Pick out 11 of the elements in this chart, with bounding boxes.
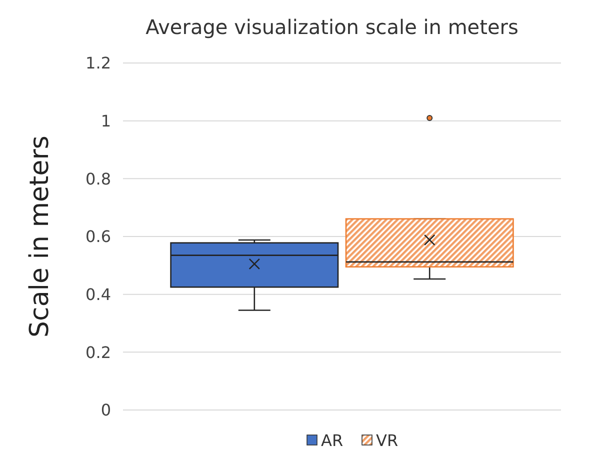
y-tick-label: 0.4 — [86, 284, 111, 304]
legend-label: VR — [376, 431, 398, 450]
y-tick-label: 0.8 — [86, 169, 111, 188]
legend-label: AR — [321, 431, 344, 450]
y-tick-label: 0.6 — [86, 227, 111, 246]
y-axis-title: Scale in meters — [25, 136, 55, 338]
y-tick-label: 0.2 — [86, 342, 111, 362]
chart-title: Average visualization scale in meters — [146, 15, 518, 39]
y-tick-label: 0 — [100, 400, 111, 420]
y-tick-label: 1.2 — [86, 54, 111, 73]
y-tick-label: 1 — [100, 111, 111, 130]
